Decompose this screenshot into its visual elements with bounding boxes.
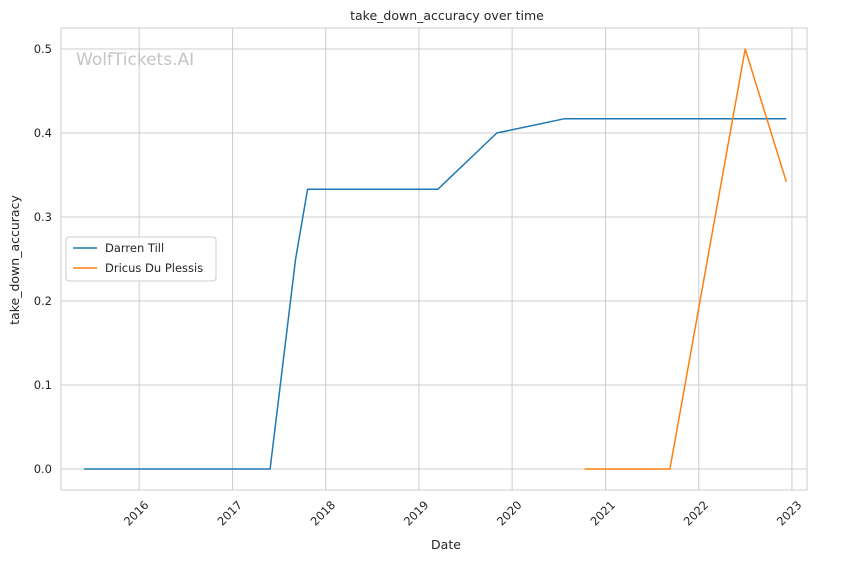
series-line-dricus-du-plessis (584, 48, 788, 470)
y-tick-label: 0.3 (34, 210, 52, 224)
y-tick-label: 0.2 (34, 294, 52, 308)
legend-label: Dricus Du Plessis (105, 261, 203, 275)
series-group (84, 48, 788, 470)
y-axis-label: take_down_accuracy (7, 195, 22, 325)
y-tick-label: 0.5 (34, 42, 52, 56)
series-line-darren-till (84, 117, 787, 470)
plot-border (60, 27, 808, 491)
watermark: WolfTickets.AI (76, 50, 194, 70)
chart-title: take_down_accuracy over time (350, 8, 544, 23)
y-tick-label: 0.1 (34, 378, 52, 392)
legend: Darren Till Dricus Du Plessis (65, 236, 217, 282)
legend-box (65, 236, 217, 282)
legend-label: Darren Till (105, 241, 164, 255)
x-axis-label: Date (431, 537, 461, 552)
plot-frame (60, 27, 808, 491)
y-tick-label: 0.0 (34, 462, 52, 476)
y-tick-label: 0.4 (34, 126, 52, 140)
y-axis-ticks: 0.0 0.1 0.2 0.3 0.4 0.5 (34, 42, 52, 476)
grid (61, 28, 807, 490)
